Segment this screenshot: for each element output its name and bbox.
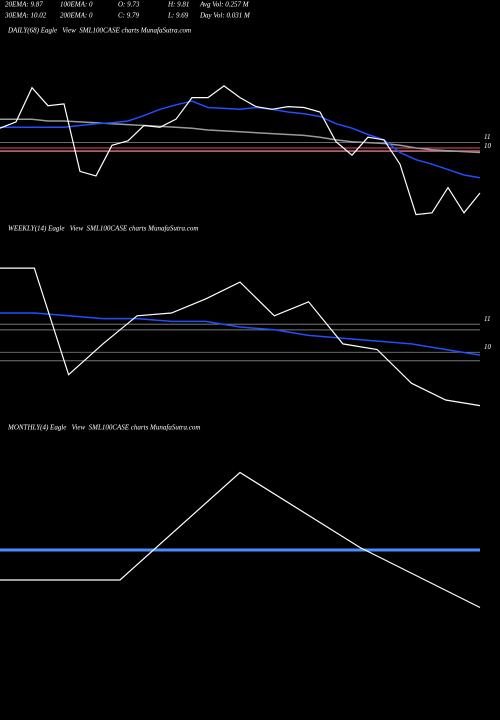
series-line	[0, 100, 481, 179]
stat-label: C: 9.79	[118, 12, 140, 20]
stat-label: 100EMA: 0	[60, 1, 93, 9]
stat-label: L: 9.69	[167, 12, 189, 20]
stat-label: 200EMA: 0	[60, 12, 93, 20]
stat-label: 20EMA: 9.87	[5, 1, 43, 9]
y-tick-label: 11	[484, 315, 490, 323]
panel-title: WEEKLY(14) Eagle View SML100CASE charts …	[8, 225, 198, 233]
stat-label: Avg Vol: 0.257 M	[199, 1, 250, 9]
y-tick-label: 11	[484, 133, 490, 141]
y-tick-label: 10	[484, 343, 492, 351]
stat-label: O: 9.73	[118, 1, 140, 9]
series-line	[0, 85, 481, 216]
series-line	[0, 118, 481, 154]
stat-label: Day Vol: 0.031 M	[199, 12, 251, 20]
y-tick-label: 10	[484, 142, 492, 150]
panel-title: DAILY(68) Eagle View SML100CASE charts M…	[7, 27, 191, 35]
stat-label: 30EMA: 10.02	[4, 12, 47, 20]
series-line	[0, 312, 481, 356]
series-line	[0, 471, 481, 609]
stat-label: H: 9.81	[167, 1, 189, 9]
panel-title: MONTHLY(4) Eagle View SML100CASE charts …	[7, 424, 200, 432]
series-line	[0, 267, 481, 407]
